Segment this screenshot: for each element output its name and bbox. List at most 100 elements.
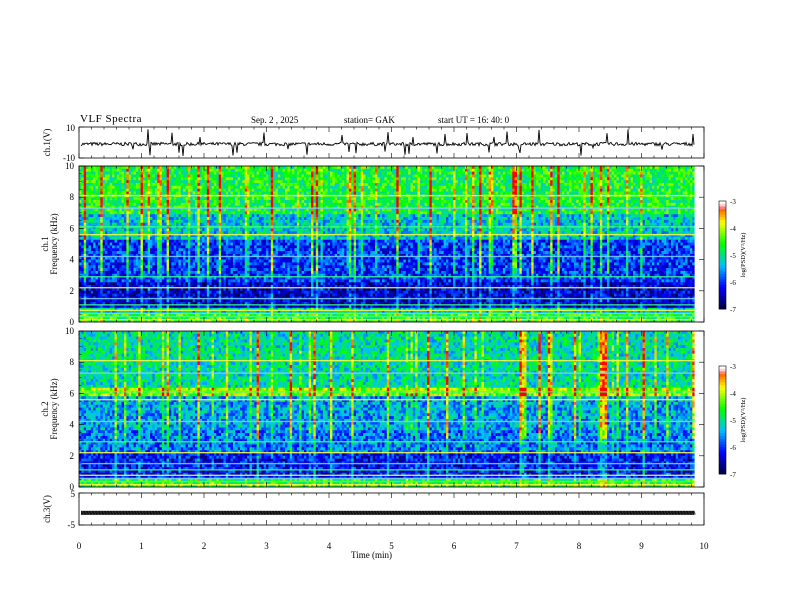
spectrogram-cell (358, 185, 362, 189)
spectrogram-cell (254, 180, 257, 184)
station-label: station= GAK (344, 115, 395, 125)
spectrogram-cell (535, 197, 539, 201)
spectrogram-cell (493, 197, 497, 201)
spectrogram-cell (573, 205, 577, 209)
spectrogram-cell (183, 217, 186, 221)
spectrogram-cell (564, 208, 568, 212)
spectrogram-cell (315, 205, 319, 209)
spectrogram-cell (363, 174, 366, 178)
spectrogram-cell (152, 211, 156, 215)
spectrogram-cell (599, 200, 603, 204)
spectrogram-cell (280, 188, 283, 192)
spectrogram-cell (663, 191, 667, 195)
spectrogram-cell (303, 185, 307, 189)
spectrogram-cell (526, 214, 530, 218)
spectrogram-cell (474, 171, 478, 175)
spectrogram-cell (339, 168, 343, 172)
spectrogram-cell (618, 202, 622, 207)
spectrogram-cell (419, 180, 423, 184)
spectrogram-cell (585, 177, 589, 181)
spectrogram-cell (329, 177, 333, 181)
spectrogram-cell (334, 200, 338, 204)
spectrogram-cell (689, 197, 693, 201)
spectrogram-cell (571, 191, 575, 195)
spectrogram-cell (479, 202, 482, 207)
spectrogram-cell (398, 214, 402, 218)
spectrogram-cell (123, 185, 127, 189)
spectrogram-cell (424, 214, 428, 218)
spectrogram-cell (550, 166, 553, 170)
spectrogram-cell (204, 171, 208, 175)
spectrogram-cell (273, 205, 276, 209)
spectrogram-cell (493, 171, 497, 175)
spectrogram-cell (649, 171, 653, 175)
spectrogram-cell (299, 183, 302, 187)
spectrogram-cell (230, 188, 234, 192)
spectrogram-cell (396, 174, 399, 178)
spectrogram-cell (374, 197, 378, 201)
spectrogram-cell (195, 174, 198, 178)
spectrogram-cell (685, 174, 688, 178)
spectrogram-cell (446, 174, 449, 178)
spectrogram-cell (564, 200, 568, 204)
spectrogram-cell (135, 174, 139, 178)
spectrogram-cell (453, 200, 456, 204)
spectrogram-cell (81, 171, 85, 175)
spectrogram-cell (116, 183, 120, 187)
spectrogram-cell (311, 188, 314, 192)
spectrogram-cell (204, 191, 208, 195)
spectrogram-cell (611, 214, 615, 218)
spectrogram-cell (360, 174, 364, 178)
spectrogram-cell (675, 197, 679, 201)
spectrogram-cell (410, 200, 414, 204)
spectrogram-cell (223, 217, 227, 221)
spectrogram-cell (514, 202, 518, 207)
spectrogram-cell (235, 197, 238, 201)
spectrogram-cell (422, 205, 425, 209)
spectrogram-cell (351, 168, 354, 172)
spectrogram-cell (358, 183, 362, 187)
spectrogram-cell (559, 185, 563, 189)
spectrogram-cell (519, 183, 523, 187)
spectrogram-cell (102, 180, 106, 184)
spectrogram-cell (571, 168, 575, 172)
spectrogram-cell (329, 197, 333, 201)
spectrogram-cell (474, 211, 478, 215)
spectrogram-cell (412, 191, 416, 195)
spectrogram-cell (251, 214, 255, 218)
spectrogram-cell (372, 200, 376, 204)
spectrogram-cell (609, 208, 613, 212)
spectrogram-cell (322, 211, 326, 215)
spectrogram-cell (147, 200, 151, 204)
spectrogram-cell (254, 177, 257, 181)
spectrogram-cell (533, 202, 537, 207)
spectrogram-cell (491, 168, 494, 172)
spectrogram-cell (235, 180, 238, 184)
spectrogram-cell (147, 197, 151, 201)
spectrogram-cell (441, 183, 444, 187)
spectrogram-cell (486, 177, 489, 181)
spectrogram-cell (138, 185, 141, 189)
spectrogram-cell (95, 185, 99, 189)
spectrogram-cell (424, 168, 428, 172)
spectrogram-cell (604, 202, 608, 207)
spectrogram-cell (614, 211, 617, 215)
spectrogram-cell (161, 188, 165, 192)
spectrogram-cell (197, 197, 201, 201)
spectrogram-cell (443, 168, 447, 172)
spectrogram-cell (429, 188, 433, 192)
spectrogram-cell (393, 188, 397, 192)
spectrogram-cell (514, 168, 518, 172)
spectrogram-cell (580, 183, 584, 187)
spectrogram-cell (152, 177, 156, 181)
spectrogram-cell (403, 166, 407, 170)
spectrogram-cell (500, 200, 504, 204)
spectrogram-cell (320, 180, 324, 184)
spectrogram-cell (161, 166, 165, 170)
spectrogram-cell (486, 197, 489, 201)
spectrogram-cell (244, 202, 248, 207)
spectrogram-cell (493, 191, 497, 195)
spectrogram-cell (678, 171, 681, 175)
spectrogram-cell (644, 185, 648, 189)
spectrogram-cell (327, 188, 331, 192)
